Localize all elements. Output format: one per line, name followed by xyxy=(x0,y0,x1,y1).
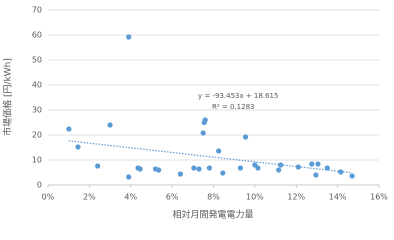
y-tick-label: 70 xyxy=(32,6,42,15)
y-tick-label: 40 xyxy=(32,81,42,90)
point xyxy=(237,165,243,171)
y-tick-label: 20 xyxy=(32,131,42,140)
x-tick-label: 4% xyxy=(124,193,137,202)
x-axis-label: 相対月間発電電力量 xyxy=(172,209,253,221)
point xyxy=(126,174,132,180)
x-tick-label: 10% xyxy=(246,193,264,202)
point xyxy=(177,171,183,177)
point xyxy=(206,165,212,171)
point xyxy=(200,130,206,136)
x-tick-label: 2% xyxy=(83,193,96,202)
r-squared: R² = 0.1283 xyxy=(212,103,254,111)
point xyxy=(295,164,301,170)
point xyxy=(315,161,321,167)
y-tick-label: 60 xyxy=(32,31,42,40)
point xyxy=(220,170,226,176)
x-tick-label: 12% xyxy=(287,193,305,202)
chart: 市場価格 [円/kWh] 相対月間発電電力量 y = -93.453x + 18… xyxy=(2,6,389,221)
y-tick-label: 10 xyxy=(32,156,42,165)
y-axis-label: 市場価格 [円/kWh] xyxy=(2,58,14,136)
point xyxy=(278,162,284,168)
equation: y = -93.453x + 18.615 xyxy=(198,92,278,100)
y-tick-label: 0 xyxy=(37,181,42,190)
x-tick-label: 14% xyxy=(329,193,347,202)
point xyxy=(137,166,143,172)
point xyxy=(276,167,282,173)
point xyxy=(216,148,222,154)
x-tick-label: 0% xyxy=(42,193,55,202)
x-tick-label: 6% xyxy=(166,193,179,202)
point xyxy=(349,173,355,179)
x-tick-label: 16% xyxy=(370,193,388,202)
point xyxy=(338,169,344,175)
point xyxy=(196,166,202,172)
trendline xyxy=(68,140,353,174)
point xyxy=(313,172,319,178)
point xyxy=(201,119,207,126)
point xyxy=(126,34,132,40)
point xyxy=(191,165,197,171)
point xyxy=(324,165,330,171)
point xyxy=(255,165,261,171)
point xyxy=(242,134,249,140)
point xyxy=(95,163,101,169)
point xyxy=(66,126,72,132)
x-tick-label: 8% xyxy=(207,193,220,202)
y-tick-label: 50 xyxy=(32,56,42,65)
point xyxy=(75,144,81,150)
point xyxy=(107,122,113,128)
point xyxy=(309,161,315,167)
point xyxy=(156,167,162,173)
y-tick-label: 30 xyxy=(32,106,42,115)
